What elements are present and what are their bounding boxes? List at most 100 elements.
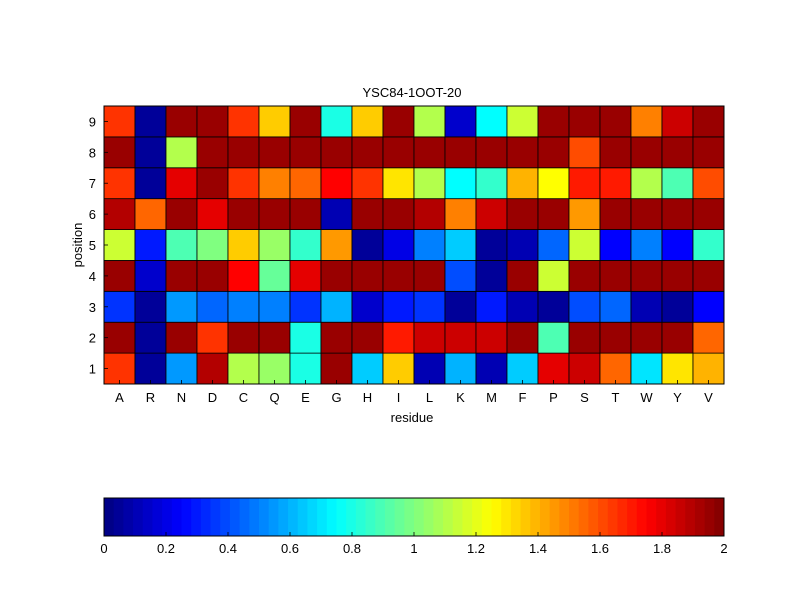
colorbar-swatch: [278, 498, 289, 536]
colorbar-swatch: [220, 498, 231, 536]
chart-title: YSC84-1OOT-20: [363, 85, 462, 100]
heatmap-cell-Q-6: [258, 198, 291, 230]
heatmap-cell-F-2: [506, 321, 539, 354]
heatmap-cell-Q-5: [258, 229, 291, 261]
heatmap-cell-V-5: [692, 229, 725, 261]
y-axis: 1 2 3 4 5 6 7 8 9: [89, 114, 108, 377]
heatmap-cell-I-4: [382, 260, 415, 292]
colorbar-swatch: [472, 498, 483, 536]
heatmap-cell-Q-9: [258, 105, 291, 138]
heatmap-cell-C-7: [227, 167, 260, 200]
heatmap-cell-T-8: [599, 136, 632, 169]
x-tick-label: A: [115, 390, 124, 405]
heatmap-cell-L-2: [413, 321, 446, 354]
colorbar-swatch: [539, 498, 551, 536]
heatmap-cell-M-2: [475, 321, 508, 354]
heatmap-cell-A-2: [103, 321, 136, 354]
heatmap-cell-H-7: [351, 167, 384, 200]
heatmap-cell-N-6: [165, 198, 198, 230]
colorbar-swatch: [627, 498, 638, 536]
heatmap-cell-M-4: [475, 260, 508, 292]
heatmap-cell-C-2: [227, 321, 260, 354]
heatmap-cell-E-7: [289, 167, 322, 200]
heatmap-cell-W-7: [630, 167, 663, 200]
heatmap-cell-E-6: [289, 198, 322, 230]
colorbar-swatch: [501, 498, 512, 536]
colorbar-tick-label: 1.2: [467, 541, 485, 556]
heatmap-cell-H-2: [351, 321, 384, 354]
heatmap-cell-F-9: [506, 105, 539, 138]
colorbar-tick-label: 1: [410, 541, 417, 556]
colorbar-swatch: [365, 498, 376, 536]
heatmap-cell-I-6: [382, 198, 415, 230]
heatmap-cell-P-6: [537, 198, 570, 230]
heatmap-cell-D-3: [196, 290, 229, 323]
heatmap-cell-D-2: [196, 321, 229, 354]
x-tick-label: N: [177, 390, 186, 405]
heatmap-cell-W-5: [630, 229, 663, 261]
heatmap-cell-F-6: [506, 198, 539, 230]
heatmap-cell-Y-8: [661, 136, 694, 169]
colorbar-swatch: [588, 498, 599, 536]
colorbar-tick-label: 0.8: [343, 541, 361, 556]
colorbar-tick-label: 0.2: [157, 541, 175, 556]
heatmap-cell-L-9: [413, 105, 446, 138]
heatmap-cell-D-5: [196, 229, 229, 261]
heatmap-cell-A-9: [103, 105, 136, 138]
x-tick-label: Q: [269, 390, 279, 405]
heatmap-cell-D-1: [196, 352, 229, 385]
heatmap-cell-I-2: [382, 321, 415, 354]
heatmap-cell-N-3: [165, 290, 198, 323]
heatmap-cell-T-5: [599, 229, 632, 261]
heatmap-cell-I-8: [382, 136, 415, 169]
heatmap-cell-S-2: [568, 321, 601, 354]
heatmap-cell-M-1: [475, 352, 508, 385]
heatmap-cell-W-8: [630, 136, 663, 169]
heatmap-cell-L-6: [413, 198, 446, 230]
colorbar-tick-label: 0.4: [219, 541, 237, 556]
heatmap-cell-Q-7: [258, 167, 291, 200]
heatmap-cell-A-4: [103, 260, 136, 292]
colorbar-swatch: [317, 498, 328, 536]
colorbar-swatch: [191, 498, 202, 536]
heatmap-cell-H-8: [351, 136, 384, 169]
y-axis-label: position: [70, 223, 85, 268]
heatmap-cell-Q-4: [258, 260, 291, 292]
heatmap-cell-F-4: [506, 260, 539, 292]
heatmap-cell-K-4: [444, 260, 477, 292]
colorbar-swatch: [491, 498, 502, 536]
heatmap-cell-Y-2: [661, 321, 694, 354]
heatmap-cell-S-6: [568, 198, 601, 230]
heatmap-cell-M-7: [475, 167, 508, 200]
heatmap-cell-W-2: [630, 321, 663, 354]
heatmap-cell-H-6: [351, 198, 384, 230]
colorbar-swatch: [510, 498, 521, 536]
y-tick-label: 8: [89, 145, 96, 160]
heatmap-cell-F-5: [506, 229, 539, 261]
heatmap-cell-G-2: [320, 321, 353, 354]
heatmap-cell-F-8: [506, 136, 539, 169]
heatmap-cell-I-5: [382, 229, 415, 261]
x-tick-label: F: [519, 390, 527, 405]
colorbar-swatch: [414, 498, 425, 536]
colorbar-swatch: [714, 498, 725, 536]
heatmap-cell-Q-1: [258, 352, 291, 385]
colorbar-swatch: [297, 498, 308, 536]
heatmap-cell-A-8: [103, 136, 136, 169]
heatmap-cell-S-9: [568, 105, 601, 138]
heatmap-cell-E-5: [289, 229, 322, 261]
heatmap-cell-Y-5: [661, 229, 694, 261]
y-tick-label: 4: [89, 269, 96, 284]
heatmap-cell-A-5: [103, 229, 136, 261]
x-axis-label: residue: [391, 410, 434, 425]
x-tick-label: G: [331, 390, 341, 405]
heatmap-cell-G-3: [320, 290, 353, 323]
heatmap-cells: [103, 105, 725, 385]
heatmap-cell-M-8: [475, 136, 508, 169]
heatmap-cell-E-4: [289, 260, 322, 292]
heatmap-cell-D-8: [196, 136, 229, 169]
heatmap-cell-L-5: [413, 229, 446, 261]
colorbar-swatch: [229, 498, 241, 536]
heatmap-cell-F-7: [506, 167, 539, 200]
